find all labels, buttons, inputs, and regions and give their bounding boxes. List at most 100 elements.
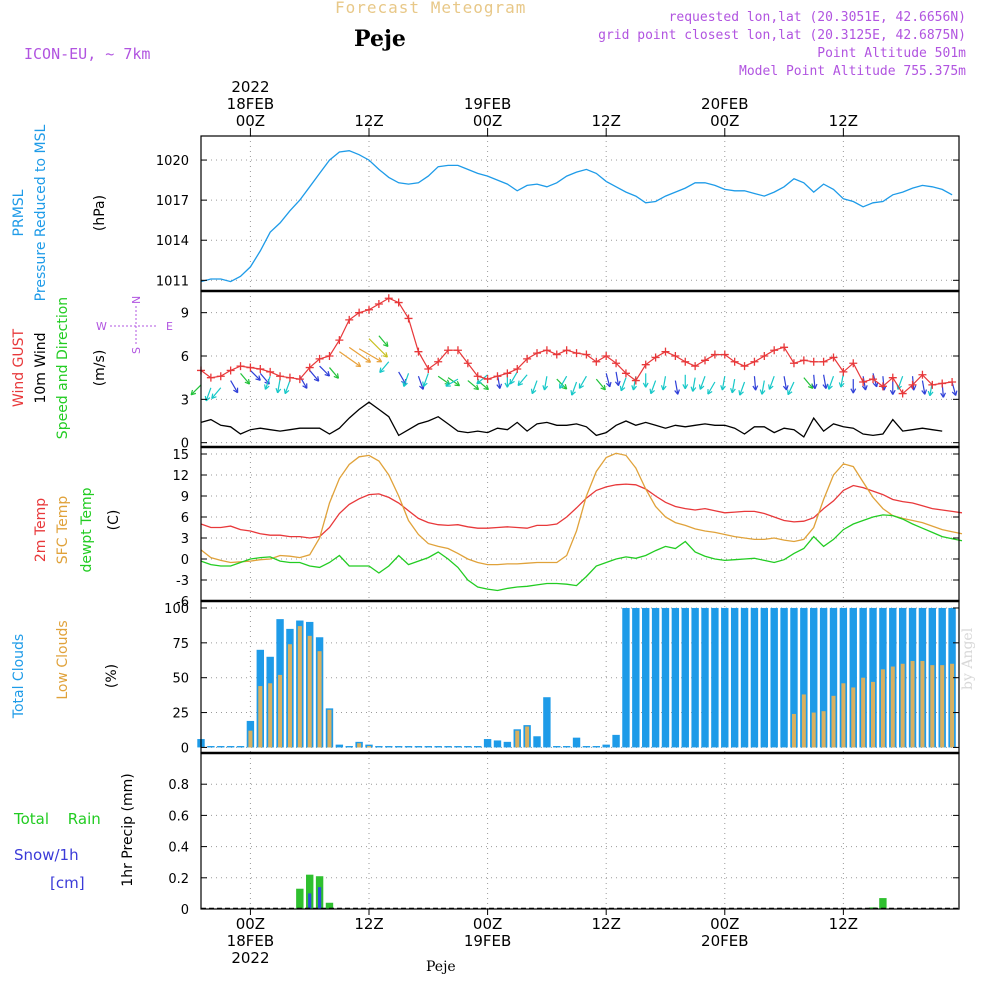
- wind-arrow: [787, 381, 795, 396]
- wind-arrow-head: [264, 385, 270, 390]
- gust-marker: [572, 349, 581, 358]
- wind-arrow-head: [336, 373, 340, 379]
- gust-marker: [404, 314, 413, 323]
- wind-arrow-head: [951, 391, 957, 396]
- total-cloud-bar: [730, 607, 739, 748]
- wind-arrow-shaft: [264, 376, 271, 390]
- gust-marker: [552, 350, 561, 359]
- wind-arrow-shaft: [531, 380, 538, 394]
- wind-arrow-head: [690, 386, 694, 392]
- wind-arrow-shaft: [403, 373, 410, 387]
- x-top-label: 12Z: [354, 112, 383, 130]
- wind-arrow-head: [324, 374, 330, 377]
- wind-arrow-head: [559, 385, 565, 389]
- total-cloud-bar: [207, 746, 215, 748]
- temp-dewpt-label: dewpt Temp: [79, 487, 95, 572]
- gust-marker: [315, 354, 324, 363]
- wind-arrow-shaft: [284, 380, 291, 394]
- compass-cross: [110, 306, 158, 346]
- wind-arrow-shaft: [378, 335, 389, 347]
- wind-arrow: [619, 377, 627, 392]
- panel-frame: [200, 135, 960, 292]
- gust-marker: [602, 352, 611, 360]
- wind-arrow: [204, 387, 212, 402]
- model-altitude: Model Point Altitude 755.375m: [739, 64, 966, 79]
- rain-bar: [296, 888, 304, 909]
- wind-arrow-head: [889, 389, 894, 395]
- compass-w: W: [96, 320, 107, 333]
- x-bottom-label: 00Z: [710, 915, 739, 933]
- gust-marker: [206, 373, 215, 382]
- wind-arrow-shaft: [921, 380, 926, 395]
- total-cloud-bar: [701, 607, 709, 748]
- y-tick-label: 0.4: [168, 841, 189, 856]
- gust-marker: [849, 359, 858, 368]
- wind-arrow-shaft: [787, 381, 795, 395]
- wind-arrow-head: [247, 379, 251, 385]
- wind-arrow-head: [892, 389, 896, 395]
- y-tick-label: 0.2: [168, 872, 189, 887]
- gust-marker: [414, 347, 423, 356]
- pressure-line: [200, 150, 953, 283]
- wind-arrow: [509, 371, 518, 385]
- wind-arrow: [921, 380, 928, 395]
- gust-marker: [226, 366, 235, 375]
- total-cloud-bar: [444, 746, 452, 748]
- wind-arrow-head: [419, 385, 424, 390]
- total-cloud-bar: [543, 697, 551, 748]
- y-tick-label: 1011: [156, 274, 189, 289]
- wind-arrow-head: [645, 382, 649, 388]
- wind-arrow: [445, 378, 459, 387]
- wind-arrow-head: [258, 375, 261, 381]
- gust-marker: [938, 379, 947, 388]
- wind-arrow-shaft: [358, 348, 382, 363]
- wind-arrow-head: [785, 385, 789, 391]
- wind-arrow-head: [378, 357, 383, 363]
- y-tick-label: 0.6: [168, 809, 189, 824]
- wind-arrow-head: [233, 389, 238, 394]
- y-tick-label: 12: [172, 469, 189, 484]
- gust-marker: [355, 308, 364, 317]
- wind-arrow-head: [275, 387, 279, 394]
- wind-arrow: [368, 338, 388, 358]
- gust-marker: [434, 357, 443, 366]
- temp-2m-label: 2m Temp: [33, 498, 49, 562]
- low-cloud-bar: [248, 730, 253, 748]
- total-cloud-bar: [760, 607, 769, 748]
- wind-arrow-shaft: [379, 361, 390, 373]
- y-tick-label: 0: [181, 553, 189, 568]
- low-cloud-bar: [317, 651, 322, 748]
- wind-arrow-shaft: [823, 374, 827, 389]
- total-cloud-bar: [483, 739, 492, 748]
- wind-arrow: [768, 376, 775, 390]
- wind-arrow-shaft: [339, 351, 361, 368]
- total-cloud-bar: [661, 607, 670, 748]
- wind-arrow-head: [476, 382, 482, 385]
- grid-layer: [201, 136, 959, 910]
- gust-marker: [394, 298, 403, 307]
- gust-marker: [473, 372, 482, 381]
- wind-arrow-head: [929, 391, 934, 397]
- low-cloud-bar: [890, 666, 895, 748]
- gust-marker: [365, 305, 374, 314]
- wind10m-line: [200, 401, 943, 438]
- gust-marker: [918, 370, 927, 379]
- wind-arrow: [605, 373, 612, 388]
- gust-marker: [612, 359, 621, 368]
- wind-arrow: [240, 372, 251, 385]
- gust-marker: [533, 349, 542, 358]
- gust-marker: [710, 350, 719, 359]
- x-top-label: 00Z: [473, 112, 502, 130]
- gust-marker: [908, 380, 917, 389]
- gust-marker: [621, 369, 630, 378]
- wind-arrow: [264, 376, 271, 390]
- gust-marker: [869, 375, 878, 384]
- x-top-label: 12Z: [592, 112, 621, 130]
- wind-arrow-shaft: [509, 371, 518, 385]
- gust-marker: [582, 350, 591, 359]
- gust-marker: [335, 336, 344, 345]
- rain-label: Total Rain: [13, 810, 101, 828]
- wind-arrow-head: [707, 391, 713, 395]
- low-cloud-bar: [950, 663, 955, 748]
- x-bottom-label: 12Z: [592, 915, 621, 933]
